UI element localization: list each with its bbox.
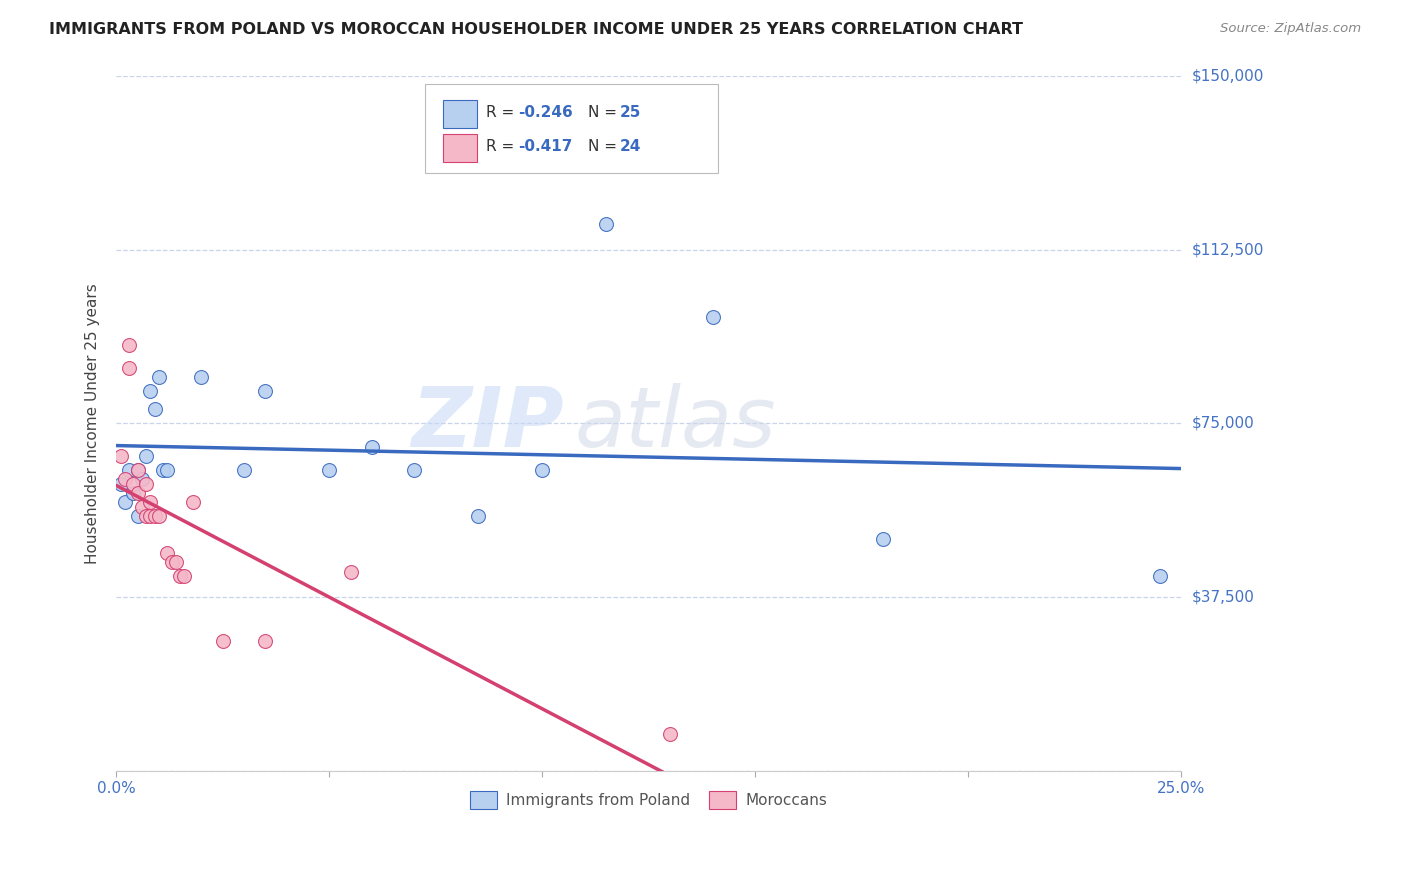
Point — [404, 463, 426, 477]
Point — [360, 440, 382, 454]
Text: 24: 24 — [620, 139, 641, 154]
Bar — [443, 135, 477, 162]
Text: R =: R = — [485, 139, 519, 154]
Point — [702, 310, 724, 324]
Text: $75,000: $75,000 — [1192, 416, 1254, 431]
Point — [160, 555, 183, 569]
Text: Source: ZipAtlas.com: Source: ZipAtlas.com — [1220, 22, 1361, 36]
Text: R =: R = — [485, 105, 519, 120]
Point — [110, 476, 132, 491]
Text: ZIP: ZIP — [411, 383, 564, 464]
Point — [531, 463, 554, 477]
Point — [118, 463, 141, 477]
Text: atlas: atlas — [574, 383, 776, 464]
Text: $37,500: $37,500 — [1192, 590, 1256, 605]
Point — [139, 384, 162, 398]
Point — [135, 476, 157, 491]
Point — [165, 555, 187, 569]
Point — [254, 384, 277, 398]
Point — [1149, 569, 1171, 583]
Point — [152, 463, 174, 477]
Point — [148, 370, 170, 384]
Point — [190, 370, 212, 384]
Text: -0.417: -0.417 — [517, 139, 572, 154]
Point — [658, 726, 681, 740]
Point — [114, 472, 136, 486]
Point — [211, 634, 233, 648]
Text: 25: 25 — [620, 105, 641, 120]
Point — [139, 508, 162, 523]
Text: $112,500: $112,500 — [1192, 243, 1264, 257]
Point — [156, 546, 179, 560]
Point — [139, 495, 162, 509]
Point — [131, 472, 153, 486]
Point — [118, 337, 141, 351]
Text: $150,000: $150,000 — [1192, 69, 1264, 84]
Point — [118, 360, 141, 375]
Point — [135, 449, 157, 463]
Point — [169, 569, 191, 583]
Point — [254, 634, 277, 648]
Y-axis label: Householder Income Under 25 years: Householder Income Under 25 years — [86, 283, 100, 564]
Point — [143, 508, 166, 523]
Point — [318, 463, 340, 477]
Point — [122, 485, 145, 500]
FancyBboxPatch shape — [425, 85, 718, 173]
Bar — [443, 100, 477, 128]
Text: N =: N = — [588, 105, 621, 120]
Point — [127, 485, 149, 500]
Text: -0.246: -0.246 — [517, 105, 572, 120]
Legend: Immigrants from Poland, Moroccans: Immigrants from Poland, Moroccans — [464, 785, 834, 815]
Point — [173, 569, 195, 583]
Point — [135, 508, 157, 523]
Point — [127, 463, 149, 477]
Text: IMMIGRANTS FROM POLAND VS MOROCCAN HOUSEHOLDER INCOME UNDER 25 YEARS CORRELATION: IMMIGRANTS FROM POLAND VS MOROCCAN HOUSE… — [49, 22, 1024, 37]
Point — [233, 463, 256, 477]
Point — [114, 495, 136, 509]
Point — [156, 463, 179, 477]
Point — [467, 508, 489, 523]
Point — [131, 500, 153, 514]
Point — [143, 402, 166, 417]
Point — [181, 495, 204, 509]
Point — [148, 508, 170, 523]
Point — [127, 463, 149, 477]
Point — [127, 508, 149, 523]
Point — [122, 476, 145, 491]
Point — [595, 217, 617, 231]
Point — [110, 449, 132, 463]
Point — [339, 565, 361, 579]
Point — [872, 532, 894, 546]
Text: N =: N = — [588, 139, 621, 154]
